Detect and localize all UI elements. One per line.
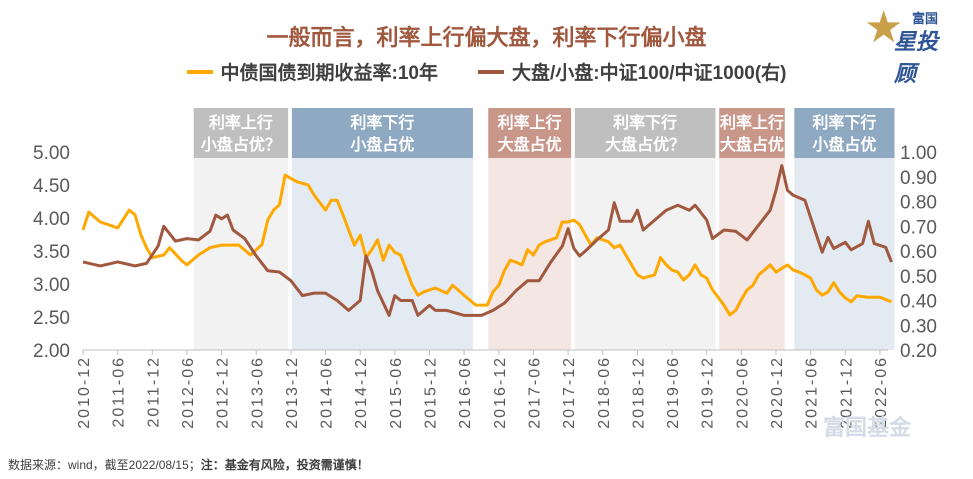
y-left-tick-label: 2.50	[33, 308, 70, 329]
regime-label-line2: 大盘占优	[498, 135, 562, 154]
regime-band	[193, 158, 289, 350]
legend-item-ratio: 大盘/小盘:中证100/中证1000(右)	[477, 58, 787, 85]
regime-label-line1: 利率上行	[209, 113, 273, 132]
star-icon: ★	[864, 3, 904, 52]
x-tick-label: 2020-06	[734, 356, 751, 429]
legend-label-yield: 中债国债到期收益率:10年	[220, 63, 438, 84]
x-tick-label: 2018-12	[630, 356, 647, 429]
regime-label-box	[488, 108, 572, 158]
regime-label-line1: 利率上行	[498, 113, 562, 132]
regime-label-line1: 利率下行	[812, 113, 876, 132]
y-right-tick-label: 0.30	[900, 316, 937, 337]
y-right-tick-label: 0.80	[900, 193, 937, 214]
chart-title: 一般而言，利率上行偏大盘，利率下行偏小盘	[266, 25, 707, 50]
x-tick-label: 2017-06	[526, 356, 543, 429]
regime-label-line2: 大盘占优？	[605, 135, 685, 154]
x-tick-label: 2019-12	[700, 356, 717, 429]
brand-logo: ★ 富国 星投顾	[864, 3, 959, 87]
logo-line1: 富国	[912, 11, 939, 26]
x-tick-label: 2012-12	[215, 356, 232, 429]
x-tick-label: 2016-12	[492, 356, 509, 429]
y-left-tick-label: 3.00	[33, 275, 70, 296]
x-tick-label: 2014-12	[353, 356, 370, 429]
y-right-tick-label: 0.50	[900, 267, 937, 288]
source-text: 数据来源：wind，截至2022/08/15；	[8, 458, 201, 472]
x-tick-label: 2018-06	[596, 356, 613, 429]
x-tick-label: 2016-06	[457, 356, 474, 429]
y-right-tick-label: 1.00	[900, 143, 937, 164]
x-tick-label: 2014-06	[319, 356, 336, 429]
x-tick-label: 2010-12	[76, 356, 93, 429]
y-left-tick-label: 3.50	[33, 242, 70, 263]
footer-note: 数据来源：wind，截至2022/08/15；注：基金有风险，投资需谨慎！	[8, 456, 369, 473]
x-tick-label: 2019-06	[665, 356, 682, 429]
regime-label-line2: 小盘占优	[812, 135, 876, 154]
regime-label-box	[193, 108, 289, 158]
x-tick-label: 2022-06	[873, 356, 890, 429]
series-line-ratio	[82, 164, 893, 317]
regime-label-box	[794, 108, 895, 158]
regime-label-line1: 利率上行	[720, 113, 784, 132]
regime-label-line2: 小盘占优？	[201, 135, 281, 154]
y-left-tick-label: 2.00	[33, 341, 70, 362]
regime-label-box	[719, 108, 785, 158]
x-tick-label: 2012-06	[180, 356, 197, 429]
watermark: 富国基金	[823, 415, 912, 440]
x-tick-label: 2021-06	[804, 356, 821, 429]
regime-label-line1: 利率下行	[613, 113, 677, 132]
legend-swatch-ratio	[477, 69, 504, 74]
logo-line2: 星投顾	[894, 29, 939, 86]
x-tick-label: 2011-06	[111, 356, 128, 428]
y-right-tick-label: 0.20	[900, 341, 937, 362]
y-left-tick-label: 4.00	[33, 209, 70, 230]
regime-label-box	[574, 108, 716, 158]
y-left-tick-label: 4.50	[33, 176, 70, 197]
x-tick-label: 2011-12	[145, 356, 162, 428]
legend-swatch-yield	[186, 69, 213, 74]
regime-label-line2: 大盘占优	[720, 135, 784, 154]
regime-label-line1: 利率下行	[350, 113, 414, 132]
y-right-tick-label: 0.70	[900, 217, 937, 238]
legend-label-ratio: 大盘/小盘:中证100/中证1000(右)	[511, 63, 787, 84]
y-right-tick-label: 0.40	[900, 292, 937, 313]
x-tick-label: 2015-06	[388, 356, 405, 429]
regime-band	[794, 158, 895, 350]
regime-band	[488, 158, 572, 350]
regime-label-box	[291, 108, 473, 158]
legend-item-yield: 中债国债到期收益率:10年	[186, 58, 438, 85]
y-right-tick-label: 0.90	[900, 168, 937, 189]
x-tick-label: 2021-12	[838, 356, 855, 429]
series-line-yield	[81, 173, 893, 317]
regime-label-line2: 小盘占优	[350, 135, 414, 154]
legend: 中债国债到期收益率:10年 大盘/小盘:中证100/中证1000(右)	[0, 58, 973, 85]
regime-band	[719, 158, 785, 350]
x-tick-label: 2020-12	[769, 356, 786, 429]
y-right-tick-label: 0.60	[900, 242, 937, 263]
x-tick-label: 2013-06	[249, 356, 266, 429]
risk-note: 注：基金有风险，投资需谨慎！	[200, 458, 369, 472]
x-tick-label: 2017-12	[561, 356, 578, 429]
y-left-tick-label: 5.00	[33, 143, 70, 164]
regime-band	[574, 158, 716, 350]
x-tick-label: 2013-12	[284, 356, 301, 429]
x-tick-label: 2015-12	[423, 356, 440, 429]
